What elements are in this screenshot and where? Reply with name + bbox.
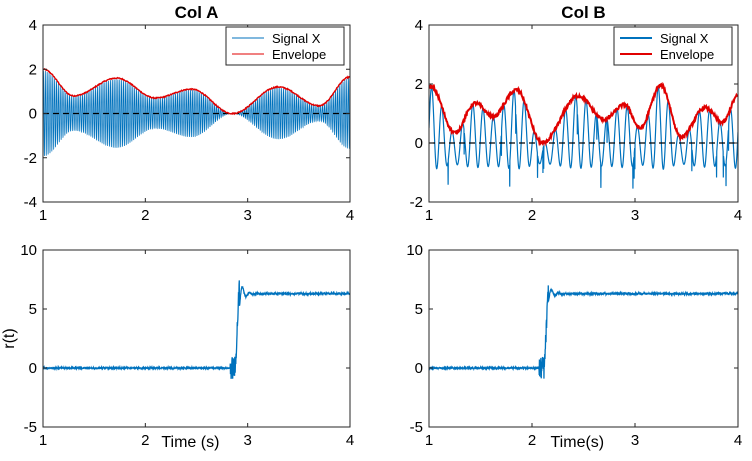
x-tick-label: 4 [734,207,742,224]
series-envelope [429,82,738,147]
plot-area [429,285,738,379]
x-axis-label: Time(s) [551,434,605,451]
y-tick-label: 0 [29,360,37,377]
series-signal-x [429,85,738,189]
y-axis-label: r(t) [1,328,18,348]
x-tick-label: 3 [243,207,251,224]
plot-area [43,280,350,379]
subplot-3: 1 2 3 4 -5 0 5 10 Time (s) r(t) [1,242,354,451]
legend-entry: Envelope [272,47,326,62]
legend-box [613,26,733,66]
x-tick-label: 1 [39,432,47,449]
x-tick-label: 2 [141,207,149,224]
series-envelope [43,67,350,116]
y-tick-label: -2 [410,194,423,211]
y-tick-label: -2 [24,150,37,167]
axes-frame [428,24,739,203]
y-tick-label: 0 [415,360,423,377]
y-tick-label: 4 [415,17,423,34]
legend-entry: Signal X [272,31,321,46]
x-tick-label: 3 [631,432,639,449]
y-tick-label: -5 [410,419,423,436]
y-tick-label: 5 [415,301,423,318]
y-tick-label: 0 [415,135,423,152]
chart-title: Col A [175,3,219,22]
chart-title: Col B [561,3,605,22]
y-tick-label: 5 [29,301,37,318]
legend-entry: Envelope [660,47,714,62]
legend-entry: Signal X [660,31,709,46]
subplot-4: 1 2 3 4 -5 0 5 10 Time(s) [406,242,742,451]
y-tick-label: 2 [415,76,423,93]
x-tick-label: 4 [734,432,742,449]
x-tick-label: 2 [528,207,536,224]
series-r [43,280,350,379]
axes-frame [428,249,739,428]
x-tick-label: 3 [243,432,251,449]
plot-area [429,82,738,189]
series-r [429,285,738,379]
y-tick-label: 2 [29,61,37,78]
y-tick-label: 10 [20,242,37,259]
x-tick-label: 4 [346,207,354,224]
x-tick-label: 1 [425,207,433,224]
x-tick-label: 1 [39,207,47,224]
x-tick-label: 1 [425,432,433,449]
y-tick-label: 10 [406,242,423,259]
x-tick-label: 2 [528,432,536,449]
y-tick-label: -4 [24,194,37,211]
axes-frame [42,249,351,428]
x-tick-label: 4 [346,432,354,449]
x-tick-label: 3 [631,207,639,224]
legend-box [225,26,345,66]
x-tick-label: 2 [141,432,149,449]
y-tick-label: 4 [29,17,37,34]
y-tick-label: 0 [29,106,37,123]
y-tick-label: -5 [24,419,37,436]
x-axis-label: Time (s) [161,434,219,451]
plot-area [43,67,350,157]
